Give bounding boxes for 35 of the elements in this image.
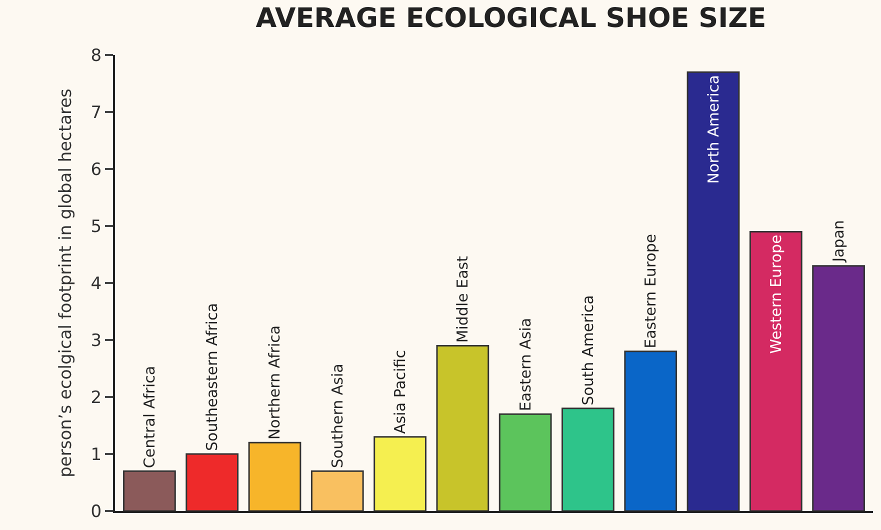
x-tick-label: North America [704, 75, 722, 184]
y-tick-label: 3 [90, 330, 102, 351]
x-tick-label: Southern Asia [328, 364, 346, 468]
x-tick-label: Central Africa [140, 366, 158, 468]
x-tick-label: Middle East [454, 256, 472, 343]
bar [749, 230, 802, 511]
bar [186, 453, 239, 511]
y-tick-label: 1 [90, 444, 102, 465]
bar [374, 436, 426, 511]
y-tick-label: 2 [90, 388, 102, 408]
x-tick-label: Eastern Europe [642, 234, 660, 348]
x-tick-label: Asia Pacific [391, 350, 410, 434]
y-tick-label: 4 [90, 274, 102, 294]
bar [562, 408, 614, 511]
x-tick-label: Southeastern Africa [203, 303, 222, 451]
x-tick-label: Eastern Asia [516, 318, 534, 412]
bar [498, 413, 552, 511]
bar [686, 71, 740, 511]
x-tick-label: South America [578, 295, 597, 406]
bar [624, 350, 678, 511]
bar [436, 344, 490, 511]
x-tick-label: Western Europe [766, 234, 785, 354]
x-tick-label: Northern Africa [266, 325, 284, 440]
y-tick-label: 0 [90, 502, 102, 522]
x-tick-label: Japan [830, 220, 848, 263]
y-tick-label: 6 [90, 160, 102, 180]
bar [310, 470, 364, 511]
bar [812, 265, 865, 511]
y-tick-label: 7 [90, 102, 102, 123]
y-tick-label: 5 [90, 216, 102, 237]
chart-title: AVERAGE ECOLOGICAL SHOE SIZE [256, 2, 766, 34]
bar [123, 470, 176, 511]
y-tick-label: 8 [90, 46, 102, 66]
bar [248, 442, 302, 511]
y-axis-title: person’s ecolgical footprint in global hectares [56, 88, 76, 478]
